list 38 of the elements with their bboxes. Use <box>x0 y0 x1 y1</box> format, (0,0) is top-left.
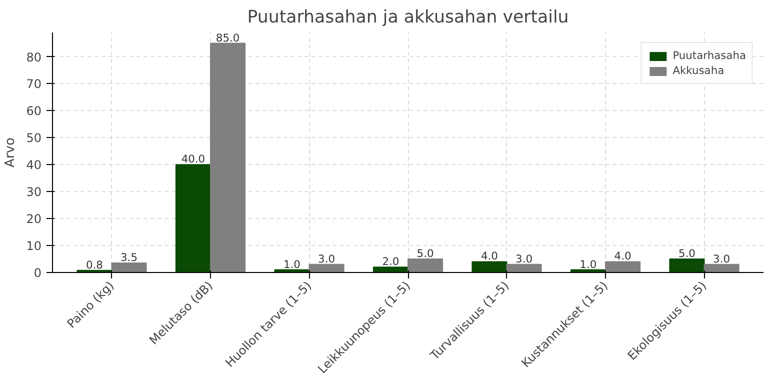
y-tick-label: 40 <box>26 158 42 172</box>
y-tick-label: 30 <box>26 185 42 200</box>
data-label: 1.0 <box>283 258 301 271</box>
data-label: 5.0 <box>416 247 434 260</box>
bar <box>408 258 444 272</box>
data-label: 4.0 <box>480 250 498 263</box>
bar <box>210 42 246 272</box>
bar <box>669 258 705 272</box>
data-label: 3.0 <box>516 252 533 266</box>
bar <box>308 264 344 272</box>
bar <box>111 262 147 272</box>
chart-title: Puutarhasahan ja akkusahan vertailu <box>247 8 569 28</box>
data-label: 1.0 <box>580 258 597 271</box>
data-label: 0.8 <box>86 258 104 272</box>
data-label: 4.0 <box>614 250 632 263</box>
bar <box>704 264 740 272</box>
data-label: 85.0 <box>216 31 240 44</box>
data-label: 3.0 <box>318 252 336 266</box>
y-tick-label: 0 <box>34 266 42 280</box>
data-label: 2.0 <box>382 255 400 268</box>
bar <box>472 261 508 272</box>
y-tick-label: 60 <box>26 104 42 118</box>
data-label: 5.0 <box>678 247 696 260</box>
y-tick-label: 10 <box>26 239 42 254</box>
bar <box>175 164 211 272</box>
y-tick-label: 50 <box>26 131 42 146</box>
legend-label: Puutarhasaha <box>672 49 746 62</box>
y-tick-label: 20 <box>26 212 42 226</box>
y-tick-label: 70 <box>26 77 42 92</box>
y-axis-title: Arvo <box>3 138 18 168</box>
legend-label: Akkusaha <box>672 64 724 77</box>
data-label: 40.0 <box>181 152 206 166</box>
bar <box>605 261 641 272</box>
bar <box>506 264 542 272</box>
y-tick-label: 80 <box>26 50 42 64</box>
data-label: 3.5 <box>120 251 138 264</box>
data-label: 3.0 <box>713 252 730 266</box>
bar <box>372 266 408 272</box>
